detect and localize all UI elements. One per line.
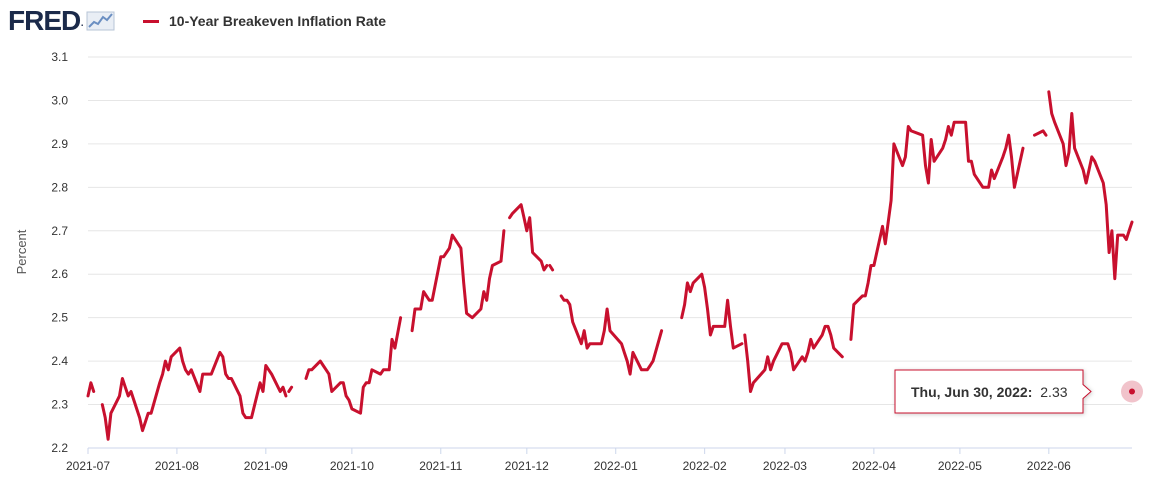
series-line-segment[interactable]: [410, 229, 506, 333]
y-tick-label: 2.8: [51, 180, 68, 194]
x-tick-label: 2021-12: [505, 459, 549, 473]
series-line-segment[interactable]: [508, 203, 549, 272]
y-axis-title: Percent: [14, 229, 29, 274]
y-axis: 2.2 2.3 2.4 2.5 2.6 2.7 2.8 2.9 3.0 3.1: [51, 50, 68, 455]
x-tick-label: 2022-02: [683, 459, 727, 473]
fred-logo[interactable]: FRED.: [8, 6, 116, 36]
line-graph-icon: [86, 11, 115, 31]
x-tick-label: 2021-11: [419, 459, 462, 473]
x-tick-label: 2021-07: [66, 459, 110, 473]
y-tick-label: 3.0: [51, 93, 68, 107]
legend-swatch: [143, 19, 159, 23]
series-line-segment[interactable]: [1047, 90, 1134, 281]
series-line-segment[interactable]: [548, 264, 555, 272]
y-tick-label: 3.1: [51, 50, 68, 64]
x-tick-label: 2021-08: [155, 459, 199, 473]
series-line-segment[interactable]: [849, 120, 1025, 341]
tooltip-box: [894, 369, 1092, 414]
y-tick-label: 2.3: [51, 398, 68, 412]
y-tick-label: 2.7: [51, 224, 68, 238]
y-tick-label: 2.5: [51, 311, 68, 325]
hover-marker: [1121, 380, 1143, 403]
chart-header: FRED. 10-Year Breakeven Inflation Rate: [0, 0, 1152, 44]
x-tick-label: 2021-09: [244, 459, 288, 473]
tooltip-value: 2.33: [1040, 384, 1067, 400]
x-tick-label: 2022-06: [1027, 459, 1071, 473]
series-line-segment[interactable]: [680, 272, 744, 350]
x-tick-label: 2022-05: [938, 459, 982, 473]
legend-series-label: 10-Year Breakeven Inflation Rate: [169, 13, 387, 29]
series-line-segment[interactable]: [304, 316, 403, 415]
y-tick-label: 2.2: [51, 441, 68, 455]
series-line-segment[interactable]: [1033, 129, 1048, 137]
y-tick-label: 2.4: [51, 354, 68, 368]
x-tick-label: 2022-04: [852, 459, 896, 473]
series-line-segment[interactable]: [100, 346, 288, 441]
series-line-segment[interactable]: [287, 385, 294, 393]
tooltip-date: Thu, Jun 30, 2022:: [911, 384, 1032, 400]
series-line-segment[interactable]: [559, 294, 664, 376]
x-tick-label: 2022-03: [763, 459, 807, 473]
y-tick-label: 2.6: [51, 267, 68, 281]
x-tick-label: 2022-01: [594, 459, 638, 473]
tooltip: Thu, Jun 30, 2022: 2.33: [894, 369, 1092, 414]
tooltip-text: Thu, Jun 30, 2022: 2.33: [911, 384, 1068, 400]
fred-logo-text: FRED: [8, 5, 81, 36]
series-10-year-breakeven[interactable]: [86, 90, 1134, 441]
series-line-segment[interactable]: [86, 381, 96, 398]
y-tick-label: 2.9: [51, 137, 68, 151]
x-tick-label: 2021-10: [330, 459, 374, 473]
series-line-segment[interactable]: [743, 324, 844, 393]
legend: 10-Year Breakeven Inflation Rate: [143, 13, 386, 29]
x-axis: 2021-07 2021-08 2021-09 2021-10 2021-11 2021-…: [66, 447, 1132, 473]
hover-point: [1129, 388, 1135, 395]
